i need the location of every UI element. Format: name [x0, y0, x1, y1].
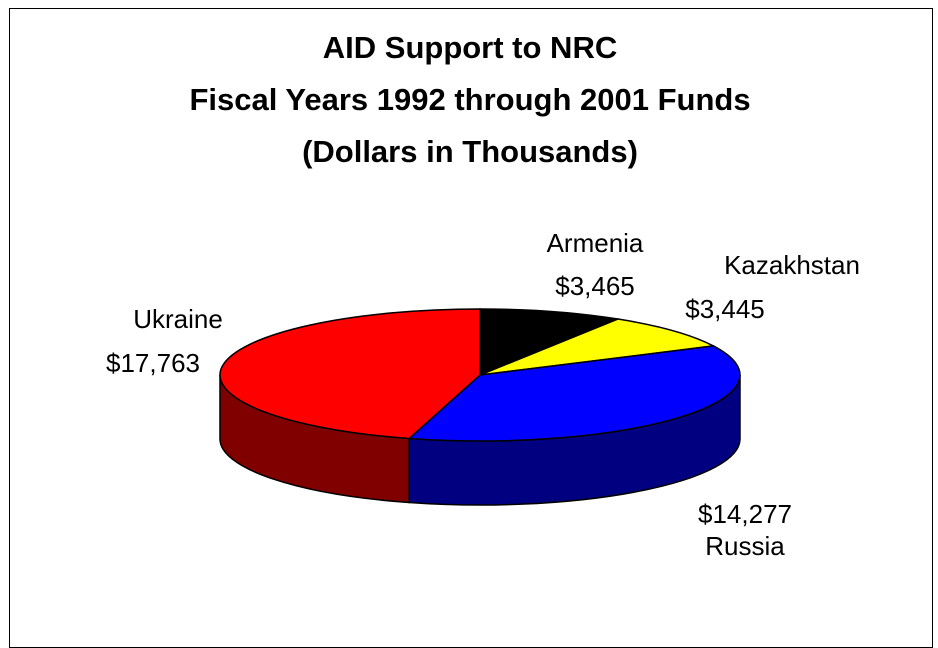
pie-labels: Armenia $3,465 Kazakhstan $3,445 Russia$14,2… [106, 228, 860, 561]
data-label-russia-name: Russia [705, 531, 785, 561]
pie-slice-armenia [479, 308, 621, 377]
data-label-armenia-name: Armenia [547, 228, 644, 258]
data-label-kazakhstan-name: Kazakhstan [724, 250, 860, 280]
data-label-ukraine-value: $17,763 [106, 348, 200, 378]
chart-title-line-1: AID Support to NRC [323, 30, 617, 65]
pie-slice-russia [407, 345, 741, 442]
chart-title-line-2: Fiscal Years 1992 through 2001 Funds [189, 82, 750, 117]
data-label-russia-value: $14,277 [698, 499, 792, 529]
data-label-kazakhstan-value: $3,445 [685, 294, 765, 324]
data-label-armenia-value: $3,465 [555, 271, 635, 301]
pie-slice-kazakhstan [479, 318, 716, 376]
data-label-ukraine-name: Ukraine [133, 304, 223, 334]
chart-title-line-3: (Dollars in Thousands) [302, 134, 638, 169]
pie-slices [219, 308, 741, 506]
pie-chart: AID Support to NRC Fiscal Years 1992 thr… [106, 30, 860, 561]
pie-slice-ukraine [219, 308, 481, 440]
